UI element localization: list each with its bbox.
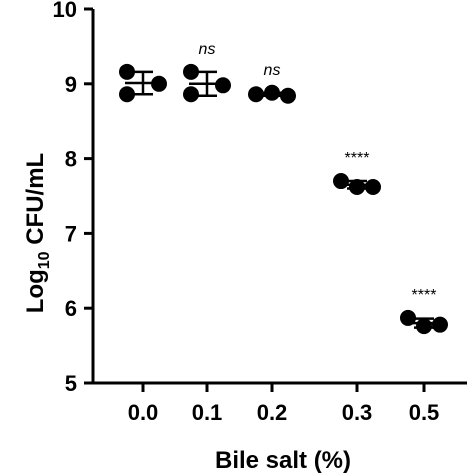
- y-tick-label: 7: [65, 221, 77, 246]
- significance-label: ****: [345, 150, 370, 167]
- x-tick-label: 0.2: [257, 400, 288, 425]
- svg-text:Log10 CFU/mL: Log10 CFU/mL: [22, 153, 53, 313]
- y-tick-label: 8: [65, 147, 77, 172]
- x-axis-title: Bile salt (%): [215, 447, 351, 474]
- data-point: [432, 316, 448, 333]
- y-axis-title-subscript: 10: [36, 251, 53, 269]
- significance-label: ****: [412, 287, 437, 304]
- y-tick-label: 5: [65, 371, 77, 396]
- data-marks: ns ns **** ****: [119, 41, 448, 335]
- y-axis-title-suffix: CFU/mL: [22, 153, 49, 252]
- data-group: ns: [248, 62, 296, 104]
- data-point: [365, 179, 381, 196]
- data-group: [119, 63, 167, 103]
- y-axis-title-prefix: Log: [22, 269, 49, 313]
- data-point: [119, 63, 135, 80]
- x-tick-label: 0.5: [409, 400, 440, 425]
- data-group: ns: [183, 41, 231, 103]
- y-tick-label: 9: [65, 72, 77, 97]
- x-tick-label: 0.1: [192, 400, 223, 425]
- y-tick-label: 6: [65, 296, 77, 321]
- data-point: [183, 63, 199, 80]
- data-point: [119, 86, 135, 103]
- significance-label: ns: [199, 41, 216, 58]
- y-axis-title: Log10 CFU/mL: [22, 153, 53, 313]
- data-point: [280, 87, 296, 104]
- y-tick-label: 10: [53, 0, 77, 22]
- data-group: ****: [400, 287, 448, 335]
- data-point: [183, 86, 199, 103]
- data-point: [215, 77, 231, 94]
- x-tick-label: 0.0: [128, 400, 159, 425]
- significance-label: ns: [264, 62, 281, 79]
- data-point: [333, 173, 349, 190]
- x-tick-label: 0.3: [342, 400, 373, 425]
- data-group: ****: [333, 150, 381, 196]
- axes: 5 6 7 8 9 10 0.0 0.1 0.2 0.3 0.5: [53, 0, 467, 425]
